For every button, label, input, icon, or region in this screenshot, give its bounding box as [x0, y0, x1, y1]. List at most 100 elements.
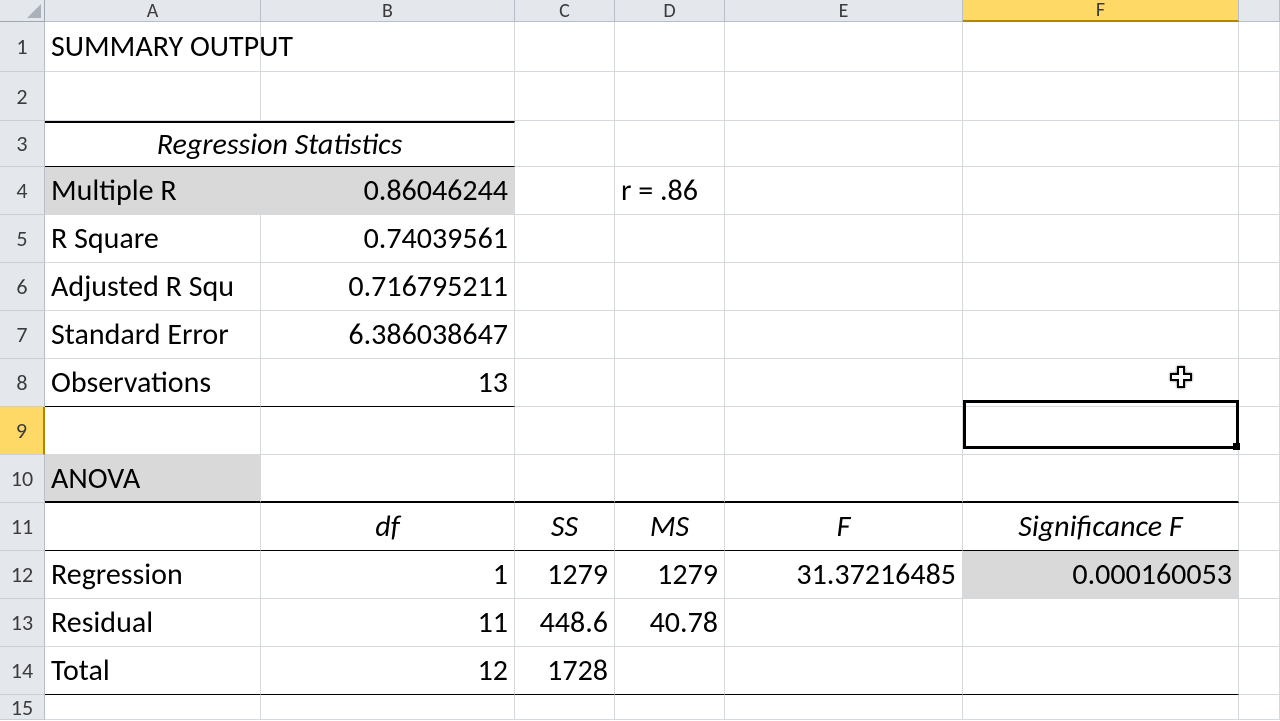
cell-e4[interactable] — [725, 167, 963, 215]
cell-g4[interactable] — [1239, 167, 1280, 215]
cell-e13[interactable] — [725, 599, 963, 647]
cell-a1[interactable]: SUMMARY OUTPUT — [45, 22, 261, 72]
cell-c5[interactable] — [515, 215, 615, 263]
cell-d4[interactable]: r = .86 — [615, 167, 725, 215]
cell-b9[interactable] — [261, 407, 515, 455]
cell-c9[interactable] — [515, 407, 615, 455]
cell-b4[interactable]: 0.86046244 — [261, 167, 515, 215]
row-header-9[interactable]: 9 — [0, 407, 45, 455]
col-header-e[interactable]: E — [725, 0, 963, 22]
row-header-4[interactable]: 4 — [0, 167, 45, 215]
cell-g1[interactable] — [1239, 22, 1280, 72]
row-header-15[interactable]: 15 — [0, 695, 45, 720]
cell-f14[interactable] — [963, 647, 1239, 695]
cell-a10[interactable]: ANOVA — [45, 455, 261, 503]
row-header-13[interactable]: 13 — [0, 599, 45, 647]
cell-a4[interactable]: Multiple R — [45, 167, 261, 215]
row-header-7[interactable]: 7 — [0, 311, 45, 359]
cell-a12[interactable]: Regression — [45, 551, 261, 599]
cell-e6[interactable] — [725, 263, 963, 311]
cell-b15[interactable] — [261, 695, 515, 720]
cell-b12[interactable]: 1 — [261, 551, 515, 599]
cell-f15[interactable] — [963, 695, 1239, 720]
cell-a2[interactable] — [45, 72, 261, 121]
cell-a8[interactable]: Observations — [45, 359, 261, 407]
cell-b7[interactable]: 6.386038647 — [261, 311, 515, 359]
cell-d9[interactable] — [615, 407, 725, 455]
cell-g9[interactable] — [1239, 407, 1280, 455]
cell-d2[interactable] — [615, 72, 725, 121]
cell-e5[interactable] — [725, 215, 963, 263]
cell-c15[interactable] — [515, 695, 615, 720]
cell-g11[interactable] — [1239, 503, 1280, 551]
cell-b14[interactable]: 12 — [261, 647, 515, 695]
row-header-6[interactable]: 6 — [0, 263, 45, 311]
cell-d13[interactable]: 40.78 — [615, 599, 725, 647]
cell-g12[interactable] — [1239, 551, 1280, 599]
cell-f8[interactable] — [963, 359, 1239, 407]
cell-c6[interactable] — [515, 263, 615, 311]
cell-a11[interactable] — [45, 503, 261, 551]
cell-e3[interactable] — [725, 121, 963, 167]
cell-f7[interactable] — [963, 311, 1239, 359]
cell-e11[interactable]: F — [725, 503, 963, 551]
cell-c13[interactable]: 448.6 — [515, 599, 615, 647]
cell-a13[interactable]: Residual — [45, 599, 261, 647]
cell-a7[interactable]: Standard Error — [45, 311, 261, 359]
cell-e1[interactable] — [725, 22, 963, 72]
cell-e8[interactable] — [725, 359, 963, 407]
cell-e7[interactable] — [725, 311, 963, 359]
cell-b13[interactable]: 11 — [261, 599, 515, 647]
cell-c12[interactable]: 1279 — [515, 551, 615, 599]
cell-d12[interactable]: 1279 — [615, 551, 725, 599]
cell-g15[interactable] — [1239, 695, 1280, 720]
spreadsheet-grid[interactable]: A B C D E F 1 SUMMARY OUTPUT 2 3 Regress… — [0, 0, 1280, 720]
cell-e10[interactable] — [725, 455, 963, 503]
col-header-b[interactable]: B — [261, 0, 515, 22]
col-header-f[interactable]: F — [963, 0, 1239, 22]
row-header-8[interactable]: 8 — [0, 359, 45, 407]
cell-g8[interactable] — [1239, 359, 1280, 407]
cell-d8[interactable] — [615, 359, 725, 407]
cell-c3[interactable] — [515, 121, 615, 167]
cell-b5[interactable]: 0.74039561 — [261, 215, 515, 263]
cell-c1[interactable] — [515, 22, 615, 72]
row-header-1[interactable]: 1 — [0, 22, 45, 72]
cell-g10[interactable] — [1239, 455, 1280, 503]
cell-e14[interactable] — [725, 647, 963, 695]
cell-e15[interactable] — [725, 695, 963, 720]
col-header-a[interactable]: A — [45, 0, 261, 22]
row-header-5[interactable]: 5 — [0, 215, 45, 263]
cell-f12[interactable]: 0.000160053 — [963, 551, 1239, 599]
cell-d6[interactable] — [615, 263, 725, 311]
cell-d10[interactable] — [615, 455, 725, 503]
cell-g13[interactable] — [1239, 599, 1280, 647]
cell-f1[interactable] — [963, 22, 1239, 72]
cell-b11[interactable]: df — [261, 503, 515, 551]
cell-b1[interactable] — [261, 22, 515, 72]
cell-g2[interactable] — [1239, 72, 1280, 121]
cell-g3[interactable] — [1239, 121, 1280, 167]
cell-b2[interactable] — [261, 72, 515, 121]
cell-f4[interactable] — [963, 167, 1239, 215]
row-header-10[interactable]: 10 — [0, 455, 45, 503]
cell-c2[interactable] — [515, 72, 615, 121]
cell-f11[interactable]: Significance F — [963, 503, 1239, 551]
col-header-d[interactable]: D — [615, 0, 725, 22]
cell-g5[interactable] — [1239, 215, 1280, 263]
cell-c8[interactable] — [515, 359, 615, 407]
cell-b6[interactable]: 0.716795211 — [261, 263, 515, 311]
row-header-14[interactable]: 14 — [0, 647, 45, 695]
cell-f3[interactable] — [963, 121, 1239, 167]
col-header-c[interactable]: C — [515, 0, 615, 22]
cell-d3[interactable] — [615, 121, 725, 167]
cell-c11[interactable]: SS — [515, 503, 615, 551]
cell-d5[interactable] — [615, 215, 725, 263]
cell-d7[interactable] — [615, 311, 725, 359]
cell-e2[interactable] — [725, 72, 963, 121]
cell-f6[interactable] — [963, 263, 1239, 311]
cell-a9[interactable] — [45, 407, 261, 455]
cell-a6[interactable]: Adjusted R Squ — [45, 263, 261, 311]
cell-a15[interactable] — [45, 695, 261, 720]
select-all-corner[interactable] — [0, 0, 45, 22]
